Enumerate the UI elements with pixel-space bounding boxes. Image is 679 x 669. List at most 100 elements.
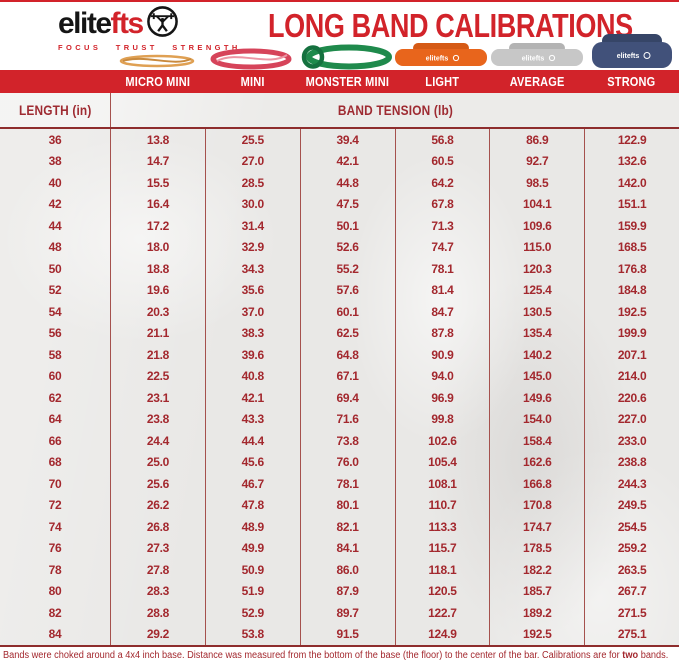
tension-cell: 43.3 bbox=[204, 408, 300, 430]
svg-text:elitefts: elitefts bbox=[617, 53, 640, 60]
tension-cell: 47.8 bbox=[204, 494, 300, 516]
tension-cell: 90.9 bbox=[394, 344, 490, 366]
tension-cell: 149.6 bbox=[489, 387, 584, 409]
tension-cell: 220.6 bbox=[584, 387, 679, 409]
length-cell: 62 bbox=[48, 390, 62, 405]
tension-cell: 86.9 bbox=[489, 129, 584, 151]
tension-cell: 124.9 bbox=[394, 623, 490, 645]
tension-cell: 76.0 bbox=[299, 451, 395, 473]
tension-cell: 25.5 bbox=[204, 129, 300, 151]
tension-cell: 102.6 bbox=[394, 430, 490, 452]
band-tension-header-cell: BAND TENSION (lb) bbox=[110, 93, 679, 127]
tension-cell: 26.2 bbox=[110, 494, 205, 516]
tension-cell: 23.1 bbox=[110, 387, 205, 409]
column-header-micro-mini: MICRO MINI bbox=[125, 74, 190, 89]
column-header-spacer bbox=[0, 70, 110, 93]
length-cell: 50 bbox=[48, 261, 62, 276]
tension-cell: 18.0 bbox=[110, 236, 205, 258]
table-subheader: LENGTH (in) BAND TENSION (lb) bbox=[0, 93, 679, 129]
tension-cell: 19.6 bbox=[110, 279, 205, 301]
tension-cell: 115.7 bbox=[394, 537, 490, 559]
tension-cell: 69.4 bbox=[299, 387, 395, 409]
length-cell: 58 bbox=[48, 347, 62, 362]
tension-cell: 39.4 bbox=[299, 129, 395, 151]
tension-cell: 238.8 bbox=[584, 451, 679, 473]
tension-cell: 108.1 bbox=[394, 473, 490, 495]
tension-cell: 18.8 bbox=[110, 258, 205, 280]
tension-cell: 263.5 bbox=[584, 559, 679, 581]
column-header-bar: MICRO MINI MINI MONSTER MINI LIGHT AVERAGE ST… bbox=[0, 70, 679, 93]
tension-cell: 189.2 bbox=[489, 602, 584, 624]
tension-cell: 207.1 bbox=[584, 344, 679, 366]
tension-cell: 244.3 bbox=[584, 473, 679, 495]
tension-cell: 27.8 bbox=[110, 559, 205, 581]
tension-cell: 52.6 bbox=[299, 236, 395, 258]
tension-cell: 27.3 bbox=[110, 537, 205, 559]
length-cell: 48 bbox=[48, 240, 62, 255]
tension-cell: 98.5 bbox=[489, 172, 584, 194]
tension-cell: 115.0 bbox=[489, 236, 584, 258]
calibration-table: 36 13.8 25.5 39.4 56.8 86.9 122.9 38 14.7 27.0 42.… bbox=[0, 129, 679, 645]
tension-cell: 22.5 bbox=[110, 365, 205, 387]
tension-cell: 259.2 bbox=[584, 537, 679, 559]
length-cell: 64 bbox=[48, 412, 62, 427]
length-cell: 42 bbox=[48, 197, 62, 212]
length-cell: 38 bbox=[48, 154, 62, 169]
length-cell: 52 bbox=[48, 283, 62, 298]
tension-cell: 34.3 bbox=[204, 258, 300, 280]
tension-cell: 184.8 bbox=[584, 279, 679, 301]
tension-cell: 91.5 bbox=[299, 623, 395, 645]
tension-cell: 37.0 bbox=[204, 301, 300, 323]
tension-cell: 49.9 bbox=[204, 537, 300, 559]
length-cell: 68 bbox=[48, 455, 62, 470]
tension-cell: 29.2 bbox=[110, 623, 205, 645]
length-cell: 40 bbox=[48, 175, 62, 190]
tension-cell: 122.9 bbox=[584, 129, 679, 151]
tension-cell: 42.1 bbox=[299, 150, 395, 172]
column-headers: MICRO MINI MINI MONSTER MINI LIGHT AVERAGE ST… bbox=[110, 70, 679, 93]
tension-cell: 64.2 bbox=[394, 172, 490, 194]
column-header-strong: STRONG bbox=[607, 74, 656, 89]
tension-cell: 16.4 bbox=[110, 193, 205, 215]
brand-logo: elite fts FOCUS TRUST STRENGTH bbox=[58, 5, 241, 52]
tension-cell: 28.3 bbox=[110, 580, 205, 602]
tension-cell: 20.3 bbox=[110, 301, 205, 323]
length-cell: 70 bbox=[48, 476, 62, 491]
footnote: Bands were choked around a 4x4 inch base… bbox=[3, 650, 679, 661]
tension-cell: 174.7 bbox=[489, 516, 584, 538]
tension-cell: 254.5 bbox=[584, 516, 679, 538]
length-cell: 80 bbox=[48, 584, 62, 599]
tension-cell: 39.6 bbox=[204, 344, 300, 366]
length-cell: 78 bbox=[48, 562, 62, 577]
tension-cell: 38.3 bbox=[204, 322, 300, 344]
tension-cell: 104.1 bbox=[489, 193, 584, 215]
tension-cell: 28.8 bbox=[110, 602, 205, 624]
tension-cell: 109.6 bbox=[489, 215, 584, 237]
length-cell: 74 bbox=[48, 519, 62, 534]
svg-text:elitefts: elitefts bbox=[426, 56, 449, 63]
tension-cell: 84.1 bbox=[299, 537, 395, 559]
tension-cell: 227.0 bbox=[584, 408, 679, 430]
tension-cell: 158.4 bbox=[489, 430, 584, 452]
tension-cell: 48.9 bbox=[204, 516, 300, 538]
tension-cell: 130.5 bbox=[489, 301, 584, 323]
tension-cell: 57.6 bbox=[299, 279, 395, 301]
tension-cell: 60.5 bbox=[394, 150, 490, 172]
tension-cell: 145.0 bbox=[489, 365, 584, 387]
tension-cell: 35.6 bbox=[204, 279, 300, 301]
brand-word-elite: elite bbox=[58, 7, 112, 40]
tension-cell: 199.9 bbox=[584, 322, 679, 344]
tension-cell: 166.8 bbox=[489, 473, 584, 495]
tension-cell: 47.5 bbox=[299, 193, 395, 215]
length-cell: 44 bbox=[48, 218, 62, 233]
tension-cell: 25.0 bbox=[110, 451, 205, 473]
footer-rule bbox=[0, 645, 679, 647]
tension-cell: 13.8 bbox=[110, 129, 205, 151]
tension-cell: 87.8 bbox=[394, 322, 490, 344]
tension-cell: 14.7 bbox=[110, 150, 205, 172]
band-image-average: elitefts bbox=[489, 34, 585, 70]
tension-cell: 275.1 bbox=[584, 623, 679, 645]
tension-cell: 154.0 bbox=[489, 408, 584, 430]
tension-cell: 99.8 bbox=[394, 408, 490, 430]
